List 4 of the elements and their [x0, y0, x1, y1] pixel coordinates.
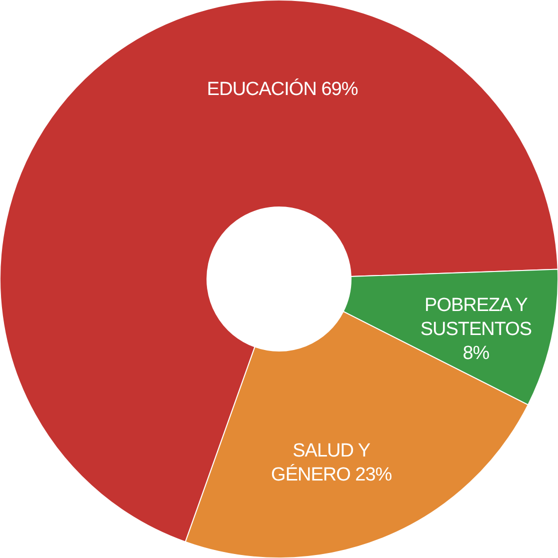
slice-label: EDUCACIÓN 69% [206, 78, 358, 100]
slice-label: POBREZA Y SUSTENTOS [420, 295, 532, 340]
data-label: 8% [462, 343, 490, 364]
slice-label: SALUD Y GÉNERO 23% [271, 440, 392, 486]
